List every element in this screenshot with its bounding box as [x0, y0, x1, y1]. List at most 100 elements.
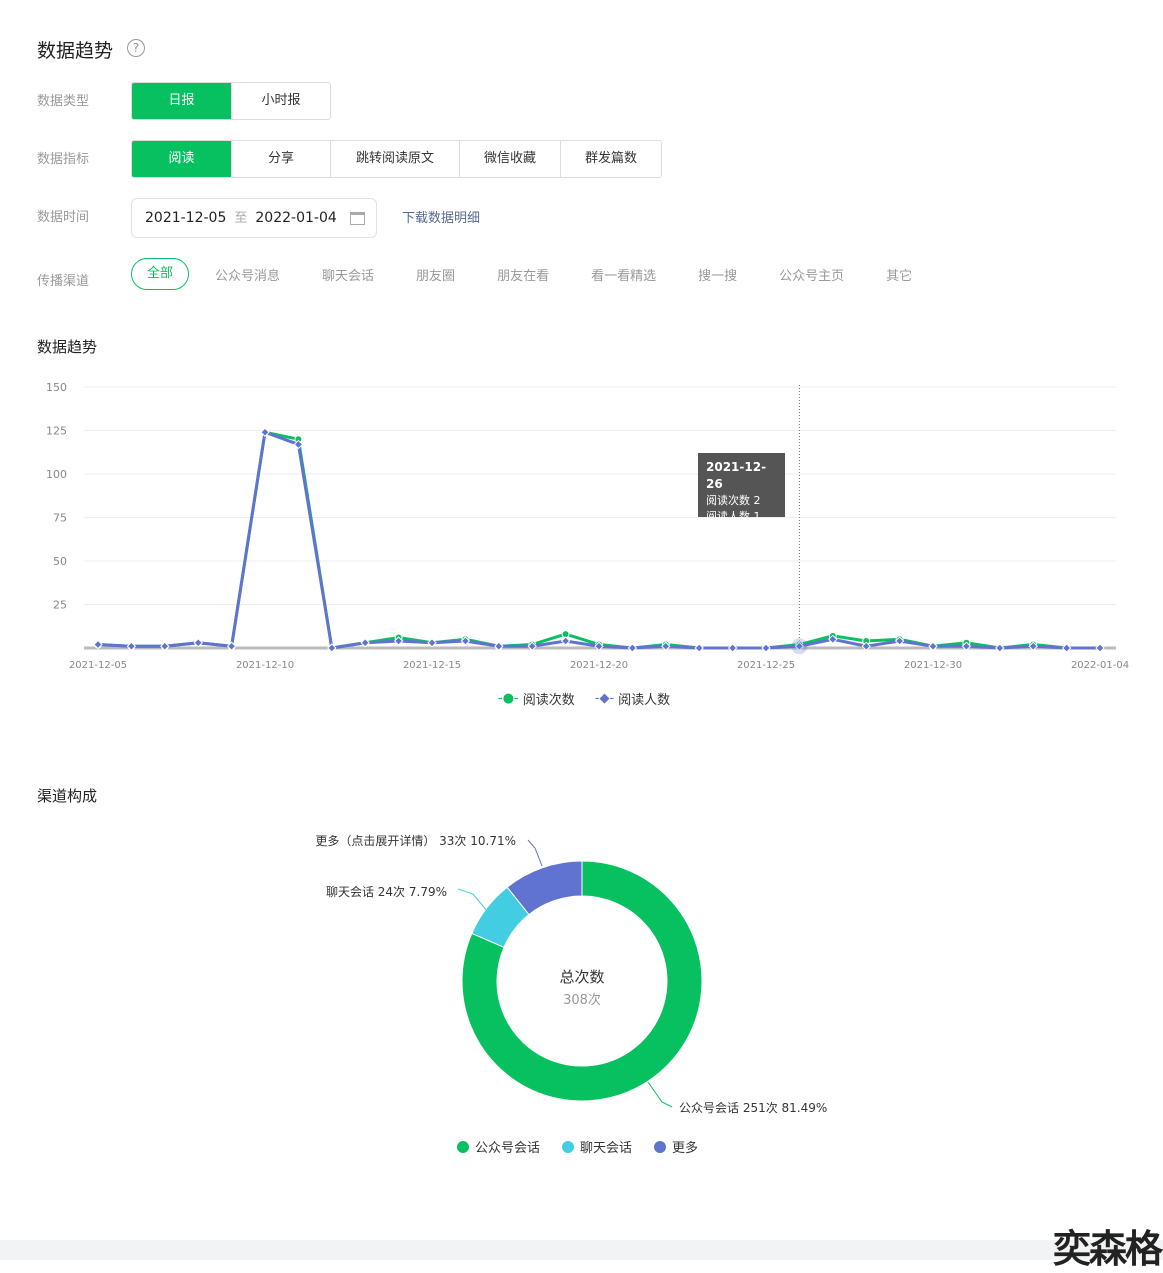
channel-option[interactable]: 朋友圈 [416, 268, 456, 284]
calendar-icon[interactable] [350, 212, 365, 225]
x-tick-label: 2021-12-05 [69, 660, 127, 671]
trend-line-chart[interactable]: 25 50 75 100 125 150 2021-12-05 2021-12-10 2021-… [0, 370, 1163, 680]
line-legend: -●- 阅读次数 -◆- 阅读人数 [498, 689, 670, 708]
channel-option[interactable]: 其它 [886, 268, 913, 284]
x-tick-label: 2021-12-15 [403, 660, 461, 671]
channel-option[interactable]: 聊天会话 [322, 268, 375, 284]
hover-highlight [791, 638, 808, 655]
data-type-label: 数据类型 [37, 94, 90, 109]
legend-item[interactable]: 公众号会话 [475, 1141, 541, 1156]
data-point [961, 641, 972, 651]
metric-share[interactable]: 分享 [231, 141, 330, 177]
slice-label: 公众号会话 251次 81.49% [679, 1101, 827, 1115]
metric-segmented: 阅读 分享 跳转阅读原文 微信收藏 群发篇数 [131, 140, 662, 178]
x-tick-label: 2022-01-04 [1071, 660, 1129, 671]
tooltip-reads: 阅读次数 2 [706, 494, 761, 507]
legend-item[interactable]: 更多 [672, 1141, 699, 1156]
channel-donut-chart[interactable]: 公众号会话 251次 81.49% 聊天会话 24次 7.79% 更多（点击展开详情… [0, 820, 1163, 1130]
data-point [1028, 641, 1038, 651]
donut-center-label: 总次数 [559, 968, 605, 986]
x-tick-label: 2021-12-10 [236, 660, 294, 671]
metric-posts[interactable]: 群发篇数 [560, 141, 661, 177]
data-point [360, 638, 370, 648]
channel-title: 渠道构成 [37, 787, 98, 805]
legend-dot [562, 1140, 575, 1153]
data-point [427, 638, 437, 648]
channel-option[interactable]: 看一看精选 [591, 268, 657, 284]
data-point [995, 643, 1005, 653]
data-point [160, 641, 170, 651]
metric-label: 数据指标 [37, 152, 90, 167]
data-point [1095, 643, 1105, 653]
data-point [627, 643, 638, 653]
data-type-segmented: 日报 小时报 [131, 82, 331, 120]
legend-item[interactable]: 聊天会话 [580, 1141, 633, 1156]
y-tick-label: 125 [46, 425, 67, 438]
data-point [93, 639, 103, 650]
data-point [560, 636, 571, 646]
x-tick-label: 2021-12-30 [904, 660, 962, 671]
data-point [193, 638, 203, 648]
data-point [460, 636, 471, 646]
data-point [1061, 643, 1072, 653]
y-tick-label: 25 [53, 599, 67, 612]
tooltip-readers: 阅读人数 1 [706, 510, 761, 523]
pie-slice [461, 860, 703, 1102]
option-daily[interactable]: 日报 [132, 83, 231, 119]
start-date[interactable]: 2021-12-05 [145, 210, 227, 226]
label-leader-line [527, 839, 543, 867]
data-point [861, 641, 871, 651]
y-tick-label: 75 [53, 512, 67, 525]
pie-slice [506, 860, 583, 916]
question-circle-icon[interactable]: ? [127, 39, 145, 57]
channel-option[interactable]: 公众号主页 [779, 268, 845, 284]
x-tick-label: 2021-12-20 [570, 660, 628, 671]
donut-center-value: 308次 [563, 993, 601, 1008]
date-separator: 至 [234, 211, 248, 226]
channel-label: 传播渠道 [37, 274, 90, 289]
legend-marker-reads: -●- [498, 691, 519, 706]
metric-favorite[interactable]: 微信收藏 [459, 141, 560, 177]
data-point [894, 636, 905, 646]
data-point [226, 641, 237, 651]
channel-option[interactable]: 朋友在看 [497, 268, 550, 284]
slice-label: 更多（点击展开详情） 33次 10.71% [315, 833, 516, 848]
data-point [494, 641, 504, 651]
metric-read[interactable]: 阅读 [132, 141, 231, 177]
data-point [794, 641, 805, 651]
date-range-picker[interactable]: 2021-12-05 至 2022-01-04 [131, 198, 377, 238]
page-title: 数据趋势 [37, 40, 114, 62]
y-tick-label: 50 [53, 555, 67, 568]
legend-reads[interactable]: 阅读次数 [522, 693, 575, 708]
trend-title: 数据趋势 [37, 338, 98, 356]
legend-readers[interactable]: 阅读人数 [618, 693, 671, 708]
legend-dot [654, 1140, 667, 1153]
channel-option[interactable]: 搜一搜 [698, 268, 738, 284]
series-line [97, 430, 1100, 650]
download-link[interactable]: 下载数据明细 [402, 211, 481, 226]
channel-option[interactable]: 公众号消息 [215, 268, 281, 284]
time-label: 数据时间 [37, 210, 90, 225]
data-point [661, 641, 671, 651]
metric-original[interactable]: 跳转阅读原文 [330, 141, 459, 177]
channel-all[interactable]: 全部 [131, 258, 190, 290]
watermark-logo: 奕森格 [1052, 1227, 1163, 1271]
data-point [393, 636, 404, 646]
data-point [260, 427, 270, 437]
data-point [694, 643, 704, 653]
legend-dot [457, 1140, 469, 1153]
slice-label: 聊天会话 24次 7.79% [326, 885, 447, 899]
data-point [594, 641, 604, 651]
footer-bar [0, 1240, 1163, 1260]
y-tick-label: 100 [46, 468, 67, 481]
y-tick-label: 150 [46, 381, 67, 394]
data-point [828, 634, 838, 645]
data-point [727, 643, 738, 653]
data-point [761, 643, 771, 653]
data-point [928, 641, 938, 651]
data-point [327, 643, 337, 653]
end-date[interactable]: 2022-01-04 [255, 210, 337, 226]
option-hourly[interactable]: 小时报 [231, 83, 330, 119]
pie-legend: 公众号会话 聊天会话 更多 [457, 1137, 698, 1156]
data-point [527, 641, 537, 651]
